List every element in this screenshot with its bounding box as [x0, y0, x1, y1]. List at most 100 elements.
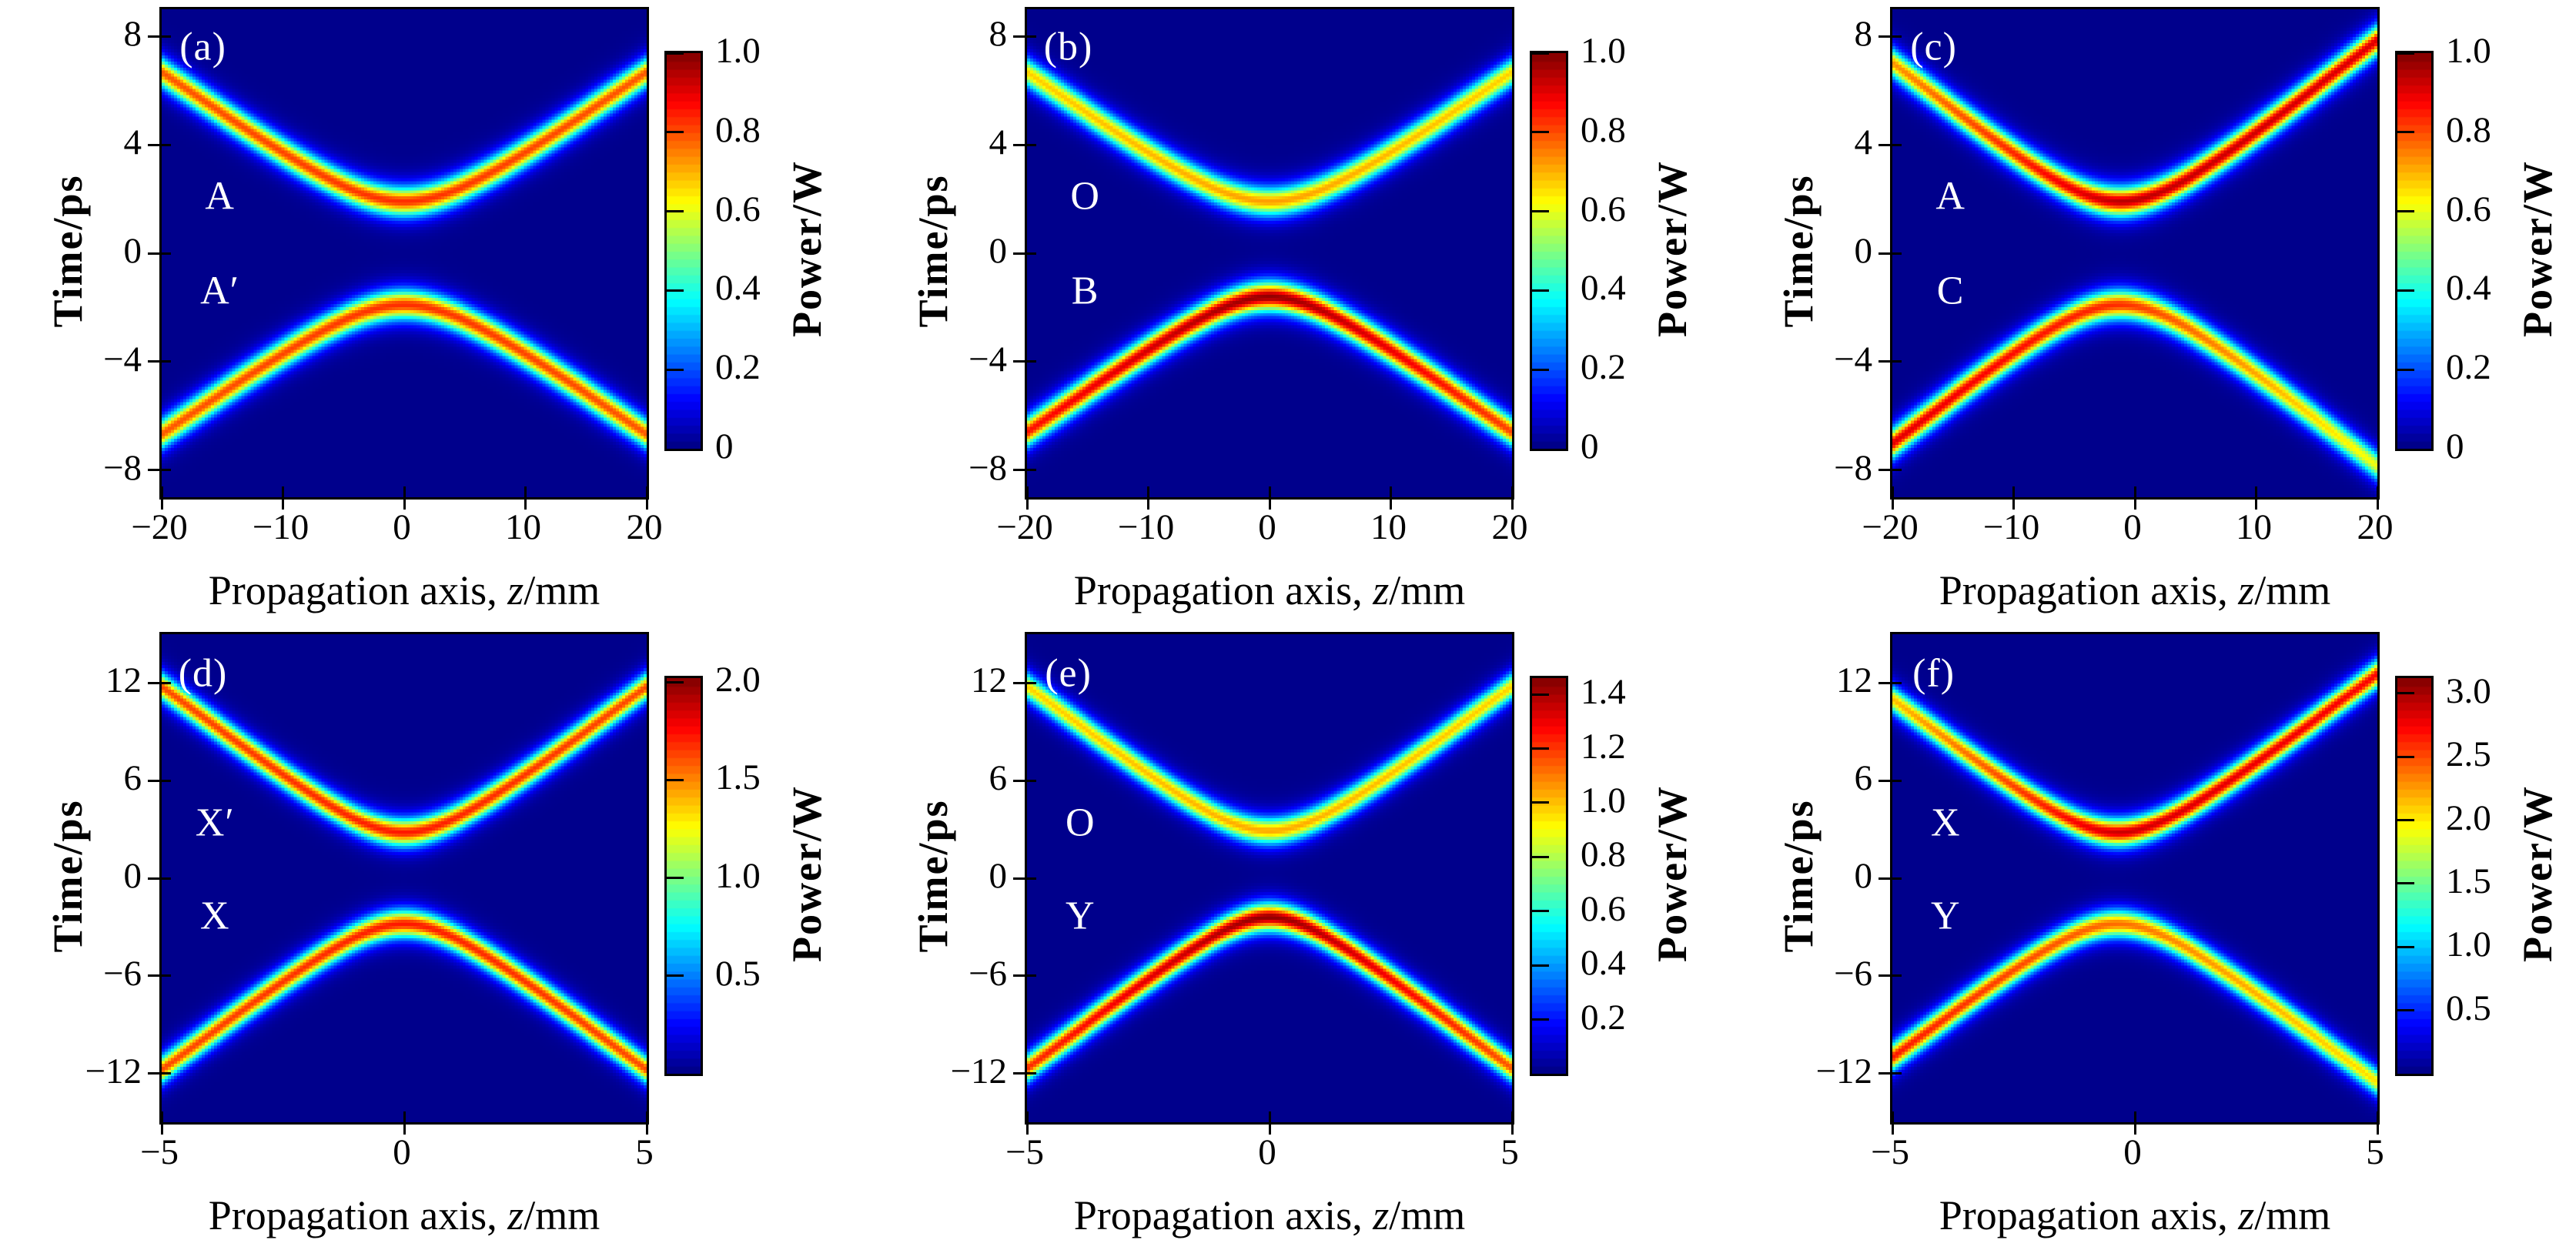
colorbar — [1530, 676, 1568, 1076]
x-axis-label-text: Propagation axis, — [1939, 1192, 2239, 1238]
x-tick-label: 0 — [393, 1132, 411, 1172]
x-tick-mark — [2133, 1111, 2136, 1135]
y-tick-label: 12 — [971, 660, 1007, 701]
x-tick-mark — [403, 486, 406, 510]
x-axis-label-text: Propagation axis, — [1939, 567, 2239, 613]
colorbar-tick-mark — [667, 368, 684, 371]
y-tick-label: −8 — [1833, 447, 1872, 488]
x-tick-mark — [1268, 1111, 1271, 1135]
colorbar-label: Power/W — [784, 785, 830, 962]
x-tick-label: 10 — [1370, 507, 1407, 547]
y-tick-mark — [148, 1072, 171, 1075]
x-tick-mark — [1268, 486, 1271, 510]
panel-c: Time/ps 8 4 0 −4 −8 (c) A C −20 −10 0 10 20 Propag… — [1731, 0, 2576, 625]
colorbar-tick-label: 0.2 — [1581, 347, 1626, 388]
x-tick-label: 10 — [2236, 507, 2272, 547]
colorbar-tick-mark — [667, 210, 684, 213]
x-axis-label: Propagation axis, z/mm — [159, 1192, 649, 1239]
y-tick-mark — [148, 252, 171, 255]
colorbar-tick-label: 1.4 — [1581, 672, 1626, 713]
heatmap-plot: (b) O B — [1013, 7, 1514, 510]
x-tick-label: 20 — [1491, 507, 1528, 547]
y-tick-label: −12 — [950, 1051, 1007, 1091]
x-tick-labels: −5 0 5 — [1005, 1131, 1519, 1178]
y-tick-labels: 8 4 0 −4 −8 — [865, 7, 1007, 495]
x-tick-label: −10 — [1117, 507, 1175, 547]
heatmap-plot: (c) A C — [1878, 7, 2380, 510]
x-tick-mark — [1510, 1111, 1514, 1135]
y-tick-label: −8 — [102, 447, 142, 488]
panel-b: Time/ps 8 4 0 −4 −8 (b) O B −20 −10 0 10 20 Propag… — [865, 0, 1731, 625]
x-axis-label: Propagation axis, z/mm — [159, 567, 649, 614]
panel-tag: (e) — [1045, 651, 1092, 696]
colorbar-tick-mark — [2397, 882, 2414, 885]
soliton-label: B — [1071, 269, 1099, 313]
heatmap-plot: (d) X′ X — [148, 632, 649, 1135]
y-tick-mark — [1013, 143, 1036, 146]
colorbar-tick-labels: 0.5 1.0 1.5 2.0 — [715, 660, 846, 1071]
y-tick-label: 12 — [1836, 660, 1872, 701]
x-tick-label: 10 — [505, 507, 541, 547]
x-tick-mark — [282, 486, 284, 510]
colorbar-tick-label: 0.8 — [1581, 834, 1626, 875]
colorbar-tick-label: 3.0 — [2446, 670, 2491, 711]
x-tick-label: 0 — [2123, 507, 2142, 547]
y-tick-label: 0 — [1854, 231, 1873, 271]
x-tick-labels: −20 −10 0 10 20 — [131, 506, 662, 553]
x-tick-label: −20 — [996, 507, 1053, 547]
colorbar-tick-label: 1.5 — [715, 757, 761, 798]
colorbar-tick-label: 0 — [715, 426, 734, 466]
soliton-label: A — [1935, 174, 1965, 219]
colorbar-canvas — [1532, 53, 1566, 449]
y-tick-mark — [1878, 974, 1902, 978]
x-tick-label: −10 — [1982, 507, 2040, 547]
soliton-label: Y — [1931, 894, 1961, 938]
y-tick-label: −4 — [102, 339, 142, 379]
colorbar-tick-mark — [2397, 692, 2414, 695]
x-tick-label: −5 — [139, 1132, 179, 1172]
colorbar-tick-mark — [1532, 747, 1549, 750]
soliton-label: O — [1070, 174, 1100, 219]
colorbar-tick-label: 1.0 — [715, 855, 761, 896]
colorbar-label: Power/W — [1649, 785, 1695, 962]
y-tick-label: −12 — [85, 1051, 142, 1091]
x-tick-label: −10 — [252, 507, 309, 547]
y-tick-mark — [1013, 35, 1036, 38]
x-tick-label: 0 — [1258, 507, 1276, 547]
colorbar-tick-mark — [2397, 755, 2414, 758]
y-tick-mark — [1013, 469, 1036, 472]
colorbar-label: Power/W — [2514, 160, 2561, 337]
heatmap-canvas — [162, 634, 647, 1122]
colorbar-tick-label: 0.6 — [715, 189, 761, 229]
colorbar-tick-label: 0.8 — [715, 109, 761, 150]
y-tick-mark — [1878, 252, 1902, 255]
x-axis-label: Propagation axis, z/mm — [1890, 1192, 2380, 1239]
x-tick-mark — [403, 1111, 406, 1135]
panel-e: Time/ps 12 6 0 −6 −12 (e) O Y −5 0 5 Propagation… — [865, 625, 1731, 1250]
y-tick-mark — [1878, 681, 1902, 684]
panel-tag: (f) — [1912, 651, 1955, 696]
y-tick-mark — [148, 35, 171, 38]
y-tick-label: 6 — [123, 758, 142, 799]
colorbar-tick-mark — [1532, 964, 1549, 967]
panel-a: Time/ps 8 4 0 −4 −8 (a) A A′ −20 −10 0 10 20 Propa… — [0, 0, 865, 625]
x-tick-label: 20 — [626, 507, 663, 547]
y-tick-mark — [1878, 1072, 1902, 1075]
heatmap-plot: (f) X Y — [1878, 632, 2380, 1135]
y-tick-mark — [1013, 877, 1036, 880]
colorbar-tick-label: 0.5 — [715, 953, 761, 994]
y-tick-mark — [148, 779, 171, 782]
colorbar-label: Power/W — [784, 160, 830, 337]
y-tick-mark — [1878, 35, 1902, 38]
colorbar-tick-mark — [667, 778, 684, 781]
colorbar-tick-mark — [1532, 131, 1549, 134]
x-tick-mark — [160, 1111, 163, 1135]
y-tick-label: −4 — [968, 339, 1007, 379]
y-tick-label: −12 — [1815, 1051, 1872, 1091]
y-tick-mark — [1013, 252, 1036, 255]
y-tick-mark — [148, 360, 171, 363]
y-tick-labels: 12 6 0 −6 −12 — [0, 632, 142, 1120]
colorbar-tick-labels: 0 0.2 0.4 0.6 0.8 1.0 — [715, 31, 846, 466]
colorbar-tick-mark — [1532, 368, 1549, 371]
y-tick-mark — [148, 143, 171, 146]
